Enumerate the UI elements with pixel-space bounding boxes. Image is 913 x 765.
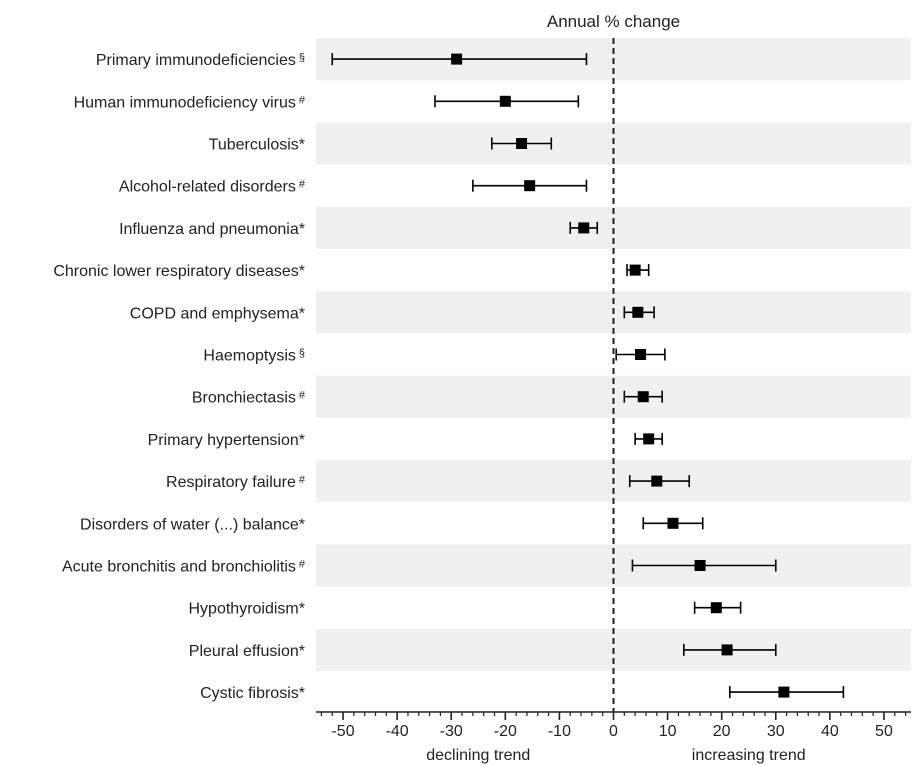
point-estimate [778, 686, 790, 698]
estimate-row [628, 475, 691, 488]
point-estimate [516, 138, 528, 149]
point-estimate [629, 264, 641, 276]
point-estimate [651, 475, 663, 487]
tick-label: -30 [440, 723, 463, 740]
row-label: Hypothyroidism* [189, 601, 306, 618]
point-estimate [667, 517, 679, 529]
estimate-row [626, 264, 650, 277]
row-label: Cystic fibrosis* [200, 685, 305, 702]
point-estimate [635, 349, 647, 360]
estimate-row [728, 686, 845, 699]
row-label: Acute bronchitis and bronchiolitis # [62, 559, 306, 576]
estimate-row [623, 306, 655, 319]
tick-label: -20 [494, 723, 517, 740]
declining-trend-label: declining trend [426, 747, 530, 764]
row-label: Primary immunodeficiencies § [96, 52, 305, 69]
row-label: Primary hypertension* [148, 432, 305, 449]
tick-label: -50 [331, 723, 354, 740]
tick-label: 10 [659, 723, 677, 740]
tick-label: -10 [548, 723, 571, 740]
row-label: Human immunodeficiency virus # [74, 94, 306, 111]
increasing-trend-label: increasing trend [692, 747, 806, 764]
estimate-row [331, 53, 588, 66]
estimate-row [569, 221, 599, 234]
estimate-row [631, 559, 777, 572]
point-estimate [710, 602, 722, 614]
point-estimate [637, 391, 649, 403]
estimate-row [634, 432, 663, 445]
estimate-row [683, 643, 777, 656]
estimate-row [490, 137, 553, 150]
row-label: Disorders of water (...) balance* [80, 516, 305, 533]
estimate-row [615, 348, 666, 361]
estimate-row [623, 390, 663, 403]
row-label: COPD and emphysema* [130, 305, 305, 322]
tick-label: 30 [767, 723, 785, 740]
point-estimate [499, 95, 511, 107]
row-label: Haemoptysis § [203, 348, 305, 365]
row-label: Bronchiectasis # [192, 390, 306, 407]
point-estimate [721, 644, 733, 656]
tick-label: 20 [713, 723, 731, 740]
tick-label: 40 [821, 723, 839, 740]
estimate-row [434, 95, 580, 108]
point-estimate [524, 180, 536, 192]
estimate-row [642, 517, 704, 530]
row-label: Tuberculosis* [209, 137, 305, 154]
point-estimate [451, 53, 463, 65]
tick-label: 0 [609, 723, 618, 740]
row-label: Alcohol-related disorders # [119, 179, 306, 196]
estimate-row [693, 601, 742, 614]
row-label: Influenza and pneumonia* [119, 221, 305, 238]
row-label: Respiratory failure # [166, 474, 306, 491]
row-labels: Primary immunodeficiencies § Human immunod… [53, 52, 306, 702]
row-label: Pleural effusion* [189, 643, 305, 660]
estimates [331, 53, 845, 699]
x-axis: -50 -40 -30 -20 -10 0 10 20 30 40 50 [316, 711, 911, 740]
tick-label: 50 [875, 723, 893, 740]
tick-label: -40 [386, 723, 409, 740]
chart-title: Annual % change [547, 12, 680, 31]
point-estimate [632, 306, 644, 318]
point-estimate [643, 433, 655, 445]
point-estimate [578, 222, 590, 234]
point-estimate [694, 560, 706, 571]
estimate-row [472, 179, 588, 192]
row-label: Chronic lower respiratory diseases* [53, 263, 305, 280]
